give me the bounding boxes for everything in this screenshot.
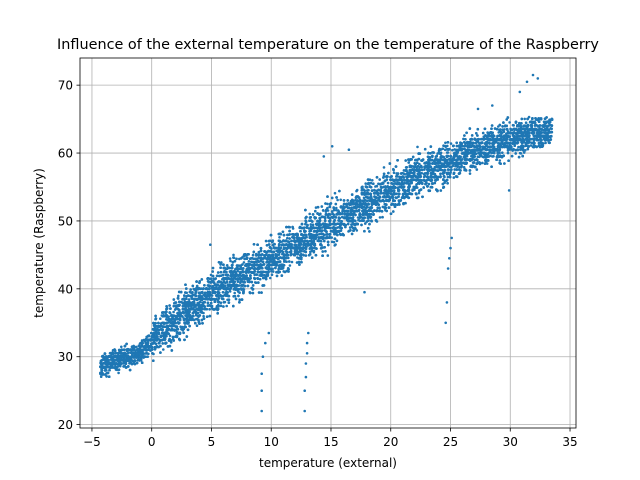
scatter-point [518, 151, 522, 155]
scatter-point [483, 162, 487, 165]
scatter-point [392, 171, 396, 174]
scatter-point [314, 206, 318, 209]
scatter-point [243, 257, 246, 261]
scatter-point [195, 324, 199, 328]
scatter-point [335, 206, 338, 210]
scatter-point [416, 145, 419, 149]
scatter-point [288, 264, 292, 267]
scatter-point [183, 300, 187, 303]
scatter-point [228, 290, 232, 293]
scatter-point [229, 259, 232, 263]
scatter-point [330, 236, 334, 239]
scatter-point [446, 175, 450, 179]
scatter-point [225, 270, 228, 274]
scatter-point [445, 151, 449, 154]
scatter-point [133, 359, 137, 362]
scatter-point [444, 141, 447, 145]
scatter-point [362, 196, 366, 200]
data-points [99, 73, 554, 413]
scatter-point [529, 144, 533, 147]
scatter-point [333, 191, 337, 195]
scatter-point [501, 151, 504, 154]
scatter-point [220, 297, 224, 301]
scatter-point [270, 273, 274, 277]
scatter-point [308, 212, 312, 216]
scatter-point [427, 182, 431, 186]
scatter-point [233, 291, 236, 295]
scatter-point [418, 162, 421, 166]
scatter-point [485, 162, 489, 165]
scatter-point [498, 159, 502, 162]
scatter-point [159, 317, 162, 321]
scatter-point [332, 240, 336, 244]
scatter-point [351, 226, 355, 230]
grid [80, 58, 576, 428]
scatter-point [242, 261, 246, 264]
scatter-point [336, 226, 339, 229]
scatter-point [326, 202, 329, 206]
scatter-point [381, 205, 385, 209]
scatter-point [144, 352, 147, 355]
scatter-point [168, 334, 172, 338]
scatter-point [398, 178, 402, 182]
scatter-point [544, 141, 547, 145]
scatter-point [524, 121, 528, 124]
scatter-point [318, 232, 321, 236]
scatter-point [449, 142, 453, 145]
scatter-point [120, 345, 123, 349]
scatter-point [114, 351, 118, 355]
scatter-point [149, 331, 153, 335]
scatter-point [232, 253, 235, 257]
scatter-point [117, 371, 120, 375]
scatter-point [290, 260, 294, 264]
scatter-point [177, 294, 180, 298]
scatter-point [364, 182, 368, 185]
scatter-point [355, 189, 358, 193]
scatter-point [225, 304, 228, 308]
scatter-point [512, 124, 515, 127]
scatter-point [417, 191, 421, 195]
scatter-point [462, 137, 465, 141]
scatter-point [355, 229, 359, 232]
scatter-point [259, 259, 263, 263]
scatter-point [371, 179, 374, 182]
scatter-point [162, 348, 165, 351]
scatter-point [527, 115, 531, 119]
scatter-point [147, 352, 150, 356]
scatter-point [452, 176, 456, 179]
scatter-point [508, 121, 511, 124]
scatter-point [209, 273, 213, 277]
scatter-point [278, 236, 281, 239]
scatter-point [172, 310, 175, 314]
scatter-point [481, 161, 484, 165]
scatter-point [287, 256, 290, 260]
scatter-point [468, 172, 472, 175]
scatter-point [339, 198, 343, 202]
scatter-point [286, 236, 289, 240]
scatter-point [236, 270, 240, 273]
scatter-point [375, 175, 379, 179]
scatter-point [523, 117, 526, 121]
scatter-point [267, 253, 271, 257]
scatter-point [334, 215, 337, 219]
scatter-point [253, 281, 257, 284]
scatter-point [202, 314, 205, 318]
scatter-point [269, 276, 272, 280]
scatter-point [179, 325, 182, 329]
scatter-point [334, 243, 337, 246]
scatter-point [336, 198, 339, 202]
scatter-point [378, 216, 382, 219]
scatter-point [453, 148, 457, 151]
scatter-point [99, 375, 103, 379]
scatter-point [382, 166, 386, 169]
scatter-point [228, 257, 232, 260]
scatter-point [524, 149, 527, 152]
scatter-point [258, 277, 262, 281]
scatter-point [350, 206, 354, 209]
scatter-point [517, 145, 520, 149]
